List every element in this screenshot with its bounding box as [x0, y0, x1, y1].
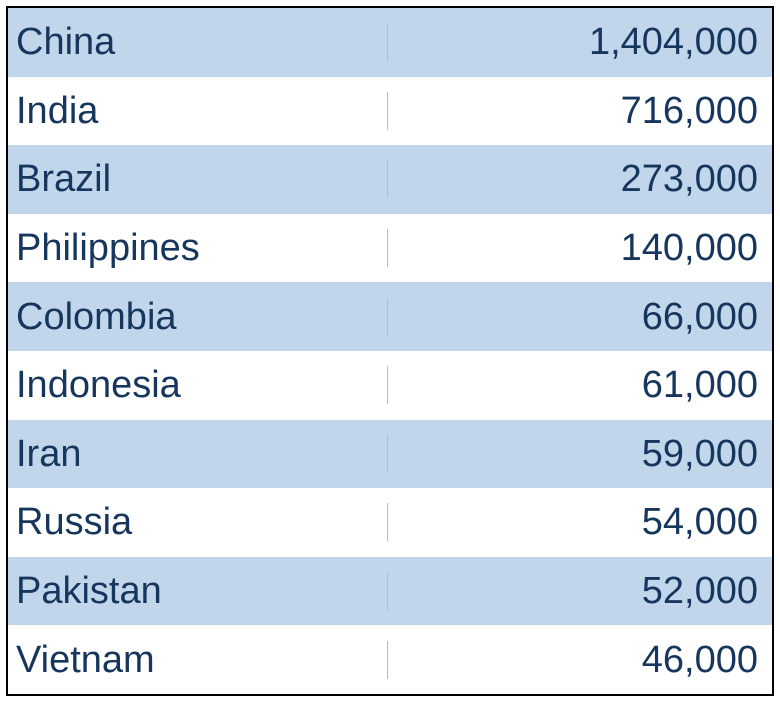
row-value: 52,000 [388, 572, 772, 610]
table-row: Philippines 140,000 [8, 214, 772, 283]
table-row: Russia 54,000 [8, 488, 772, 557]
row-value: 61,000 [388, 366, 772, 404]
row-value: 273,000 [388, 160, 772, 198]
table-row: China 1,404,000 [8, 8, 772, 77]
row-label: Indonesia [8, 366, 388, 404]
row-label: China [8, 23, 388, 61]
row-label: Philippines [8, 229, 388, 267]
table-row: Brazil 273,000 [8, 145, 772, 214]
table-row: Vietnam 46,000 [8, 625, 772, 694]
data-table: China 1,404,000 India 716,000 Brazil 273… [6, 6, 774, 696]
row-value: 140,000 [388, 229, 772, 267]
table-row: Pakistan 52,000 [8, 557, 772, 626]
row-value: 46,000 [388, 641, 772, 679]
row-label: Brazil [8, 160, 388, 198]
row-label: India [8, 92, 388, 130]
table-row: Colombia 66,000 [8, 282, 772, 351]
table-row: Indonesia 61,000 [8, 351, 772, 420]
row-label: Iran [8, 435, 388, 473]
row-label: Colombia [8, 298, 388, 336]
row-value: 66,000 [388, 298, 772, 336]
row-value: 1,404,000 [388, 23, 772, 61]
row-label: Pakistan [8, 572, 388, 610]
row-label: Russia [8, 503, 388, 541]
row-value: 716,000 [388, 92, 772, 130]
table-row: Iran 59,000 [8, 420, 772, 489]
row-value: 59,000 [388, 435, 772, 473]
table-row: India 716,000 [8, 77, 772, 146]
row-value: 54,000 [388, 503, 772, 541]
row-label: Vietnam [8, 641, 388, 679]
